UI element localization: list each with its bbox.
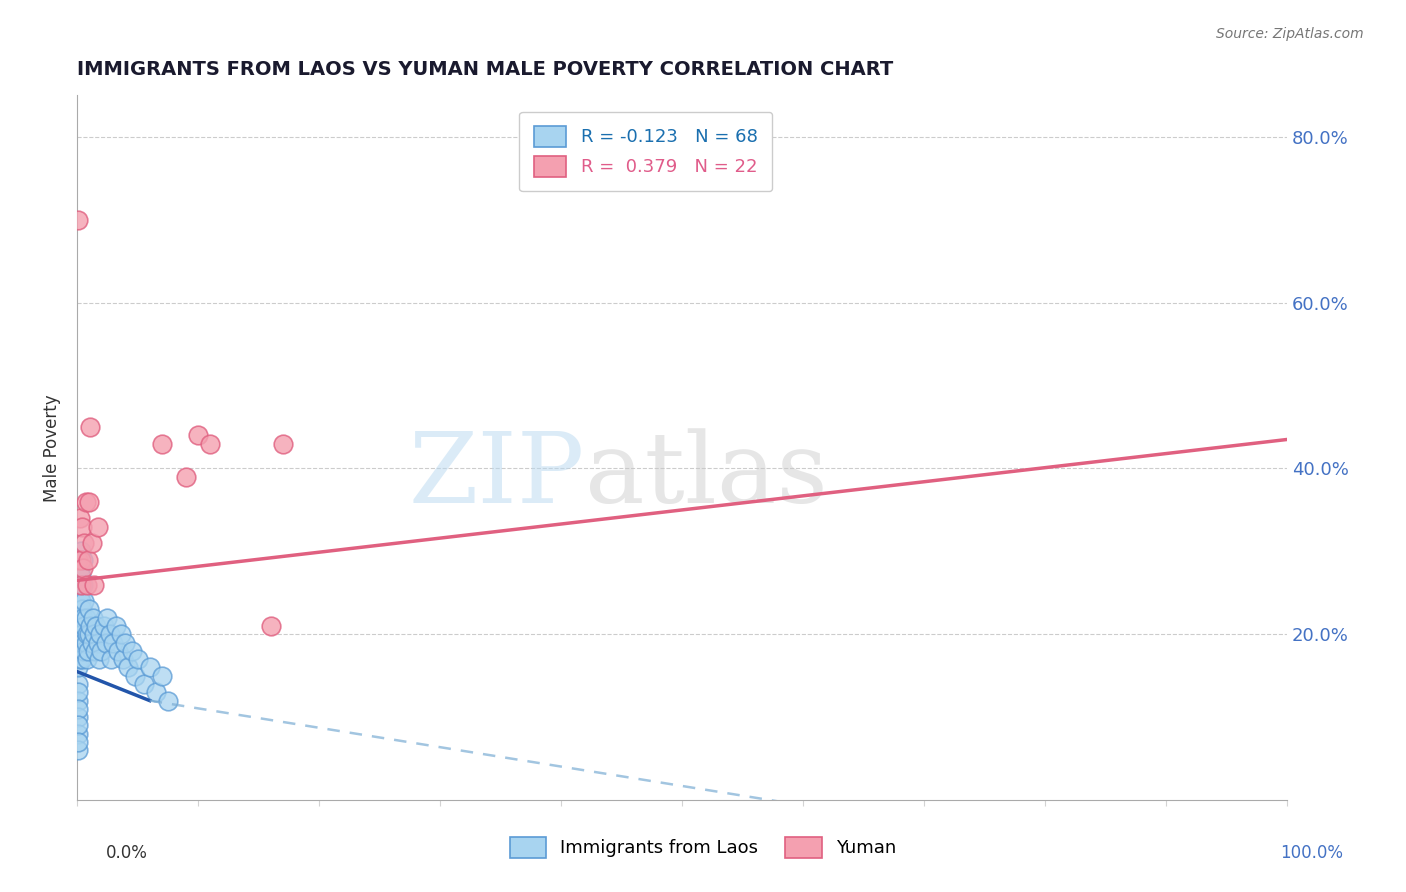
Point: [73, 644, 96, 658]
Point: [76, 627, 98, 641]
Point: [174, 469, 197, 483]
Point: [73, 594, 96, 608]
Point: [103, 635, 125, 649]
Point: [70, 577, 93, 591]
Point: [107, 644, 129, 658]
Point: [132, 677, 155, 691]
Point: [67, 685, 90, 699]
Point: [187, 428, 209, 442]
Point: [150, 669, 173, 683]
Point: [112, 652, 135, 666]
Point: [67, 743, 90, 757]
Point: [84, 644, 107, 658]
Text: atlas: atlas: [585, 428, 828, 524]
Point: [72, 561, 94, 575]
Point: [104, 619, 127, 633]
Point: [67, 552, 90, 566]
Point: [86, 635, 108, 649]
Point: [77, 494, 100, 508]
Point: [69, 652, 91, 666]
Point: [69, 635, 91, 649]
Point: [75, 494, 97, 508]
Point: [87, 652, 110, 666]
Point: [100, 652, 122, 666]
Point: [72, 635, 94, 649]
Point: [67, 693, 90, 707]
Point: [138, 660, 160, 674]
Text: 100.0%: 100.0%: [1279, 844, 1343, 862]
Point: [96, 610, 118, 624]
Point: [82, 610, 104, 624]
Point: [69, 569, 91, 583]
Point: [79, 420, 101, 434]
Point: [67, 727, 90, 741]
Point: [121, 644, 143, 658]
Point: [94, 635, 117, 649]
Point: [76, 577, 98, 591]
Point: [145, 685, 167, 699]
Point: [86, 519, 108, 533]
Point: [69, 544, 91, 558]
Point: [77, 602, 100, 616]
Point: [77, 644, 100, 658]
Point: [77, 627, 100, 641]
Point: [98, 627, 121, 641]
Point: [73, 619, 96, 633]
Point: [271, 436, 294, 450]
Point: [69, 561, 91, 575]
Point: [93, 619, 115, 633]
Point: [127, 652, 149, 666]
Point: [69, 610, 91, 624]
Legend: Immigrants from Laos, Yuman: Immigrants from Laos, Yuman: [502, 830, 904, 865]
Point: [69, 511, 91, 525]
Point: [72, 610, 94, 624]
Point: [110, 627, 132, 641]
Point: [72, 577, 94, 591]
Point: [89, 627, 111, 641]
Text: Source: ZipAtlas.com: Source: ZipAtlas.com: [1216, 27, 1364, 41]
Point: [67, 710, 90, 724]
Point: [67, 718, 90, 732]
Point: [150, 436, 173, 450]
Point: [67, 735, 90, 749]
Point: [114, 635, 136, 649]
Point: [69, 552, 91, 566]
Text: 0.0%: 0.0%: [105, 844, 148, 862]
Point: [124, 669, 146, 683]
Point: [90, 644, 112, 658]
Point: [79, 619, 101, 633]
Point: [117, 660, 139, 674]
Point: [70, 627, 93, 641]
Text: IMMIGRANTS FROM LAOS VS YUMAN MALE POVERTY CORRELATION CHART: IMMIGRANTS FROM LAOS VS YUMAN MALE POVER…: [77, 60, 893, 78]
Point: [260, 619, 283, 633]
Point: [75, 635, 97, 649]
Point: [70, 519, 93, 533]
Point: [80, 536, 103, 550]
Point: [69, 586, 91, 600]
Point: [67, 702, 90, 716]
Point: [70, 652, 93, 666]
Point: [86, 619, 108, 633]
Point: [67, 660, 90, 674]
Point: [198, 436, 221, 450]
Text: ZIP: ZIP: [409, 428, 585, 524]
Point: [69, 577, 91, 591]
Y-axis label: Male Poverty: Male Poverty: [44, 394, 60, 501]
Point: [66, 212, 89, 227]
Point: [69, 644, 91, 658]
Point: [83, 577, 105, 591]
Point: [69, 619, 91, 633]
Point: [73, 536, 96, 550]
Point: [77, 552, 100, 566]
Point: [83, 627, 105, 641]
Point: [72, 552, 94, 566]
Point: [76, 652, 98, 666]
Point: [156, 693, 179, 707]
Point: [69, 594, 91, 608]
Point: [70, 602, 93, 616]
Point: [75, 610, 97, 624]
Legend: R = -0.123   N = 68, R =  0.379   N = 22: R = -0.123 N = 68, R = 0.379 N = 22: [519, 112, 772, 191]
Point: [67, 677, 90, 691]
Point: [80, 635, 103, 649]
